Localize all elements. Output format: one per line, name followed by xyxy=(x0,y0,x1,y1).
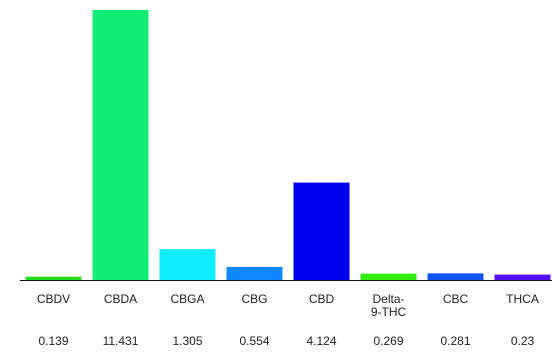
value-label: 4.124 xyxy=(306,334,336,348)
bar-6 xyxy=(427,273,484,280)
value-label: 0.281 xyxy=(440,334,470,348)
x-tick-label: CBD xyxy=(309,292,335,306)
x-tick-label: CBG xyxy=(241,292,267,306)
bar-0 xyxy=(25,276,82,280)
value-labels: 0.139 11.431 1.305 0.554 4.124 0.269 0.281 0.23 xyxy=(38,334,534,348)
value-label: 0.269 xyxy=(373,334,403,348)
bar-5 xyxy=(360,273,417,280)
bar-1 xyxy=(92,10,149,280)
x-tick-labels: CBDV CBDA CBGA CBG CBD Delta-9-THC CBC THCA xyxy=(37,292,539,319)
x-tick-label: Delta-9-THC xyxy=(371,292,407,319)
x-tick-label: THCA xyxy=(506,292,539,306)
value-label: 11.431 xyxy=(103,334,139,348)
x-tick-label: CBDV xyxy=(37,292,70,306)
bar-2 xyxy=(159,249,216,280)
value-label: 0.139 xyxy=(38,334,68,348)
bars-group xyxy=(25,10,551,280)
value-label: 0.554 xyxy=(239,334,269,348)
value-label: 1.305 xyxy=(172,334,202,348)
bar-7 xyxy=(494,274,551,280)
x-tick-label: CBC xyxy=(443,292,469,306)
x-tick-label: CBGA xyxy=(170,292,204,306)
bar-3 xyxy=(226,266,283,280)
bar-4 xyxy=(293,182,350,280)
value-label: 0.23 xyxy=(511,334,535,348)
x-tick-label: CBDA xyxy=(104,292,137,306)
